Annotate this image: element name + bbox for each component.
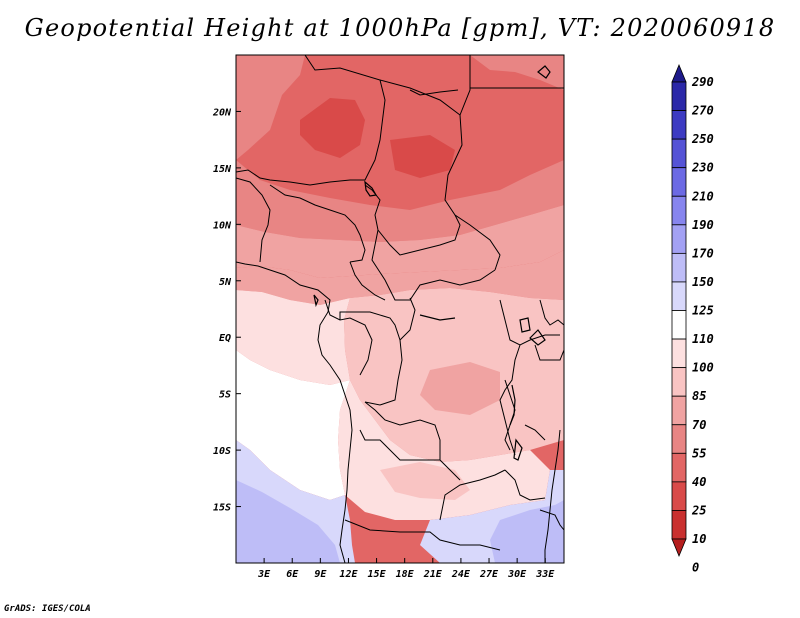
colorbar-label: 10 [692,532,706,546]
colorbar-swatch [671,310,687,340]
colorbar-swatch [671,452,687,483]
lon-tick-label: 6E [286,569,299,580]
latitude-axis: 20N 15N 10N 5N EQ 5S 10S 15S [212,107,241,514]
colorbar-label: 0 [692,561,699,575]
colorbar-swatch [671,63,687,83]
colorbar-swatch [671,481,687,511]
colorbar-label: 170 [692,246,714,260]
colorbar-label: 125 [692,304,714,318]
colorbar-swatch [671,167,687,197]
lat-tick-label: 10S [213,446,231,457]
colorbar-label: 150 [692,275,714,289]
lon-tick-label: 12E [339,569,358,580]
region-congo-core [420,362,500,415]
lon-tick-label: 24E [451,569,471,580]
colorbar-label: 40 [692,475,706,489]
colorbar-label: 85 [692,389,706,403]
lakes [313,65,551,461]
colorbar-swatch [671,367,687,397]
plot-frame [235,54,565,564]
lon-tick-label: 33E [535,569,555,580]
region-central-belt [236,250,564,305]
lat-tick-label: 5S [219,390,231,401]
colorbar-label: 100 [692,361,714,375]
colorbar-label: 250 [691,132,714,146]
colorbar-swatch [671,252,687,283]
region-southwest-ocean [236,480,340,563]
map-title: Geopotential Height at 1000hPa [gpm], VT… [24,14,776,42]
colorbar-swatch [671,224,687,254]
lon-tick-label: 21E [423,569,443,580]
colorbar: 2902702502302101901701501251101008570554… [671,63,714,575]
colorbar-swatch [671,110,687,140]
lat-tick-label: 5N [219,277,232,288]
colorbar-label: 230 [691,161,714,175]
region-west-africa-coast [236,205,564,278]
colorbar-label: 55 [692,446,706,460]
colorbar-swatch [671,510,687,540]
colorbar-swatch [671,395,687,426]
colorbar-label: 25 [691,503,706,517]
lon-tick-label: 9E [314,569,327,580]
colorbar-swatch [671,538,687,558]
colorbar-swatch [671,138,687,169]
colorbar-label: 290 [691,75,714,89]
colorbar-swatch [671,281,687,311]
lon-tick-label: 15E [368,569,387,580]
lat-tick-label: 15S [213,503,231,514]
colorbar-swatch [671,195,687,226]
lat-tick-label: EQ [219,333,231,344]
region-east [520,370,564,445]
region-northeast [470,55,564,90]
region-max-core-2 [390,135,455,178]
region-atlantic [236,350,350,500]
colorbar-label: 110 [692,332,714,346]
colorbar-swatch [671,81,687,111]
colorbar-label: 270 [691,104,714,118]
lon-tick-label: 18E [396,569,415,580]
colorbar-swatch [671,338,687,369]
plot-area: 3E 6E 9E 12E 15E 18E 21E 24E 27E 30E 33E 20N 15N 10N… [212,54,565,580]
region-central-north [236,160,564,242]
lon-tick-label: 30E [507,569,527,580]
region-zambia [380,462,470,500]
longitude-axis: 3E 6E 9E 12E 15E 18E 21E 24E 27E 30E 33E [257,558,555,580]
colorbar-label: 190 [692,218,714,232]
lat-tick-label: 15N [213,164,232,175]
lon-tick-label: 27E [479,569,499,580]
country-borders [236,55,564,563]
region-gabon-coast [236,290,350,385]
colorbar-swatch [671,424,687,454]
shaded-field [236,55,564,563]
colorbar-label: 70 [692,418,706,432]
lon-tick-label: 3E [257,569,271,580]
region-northwest [236,55,305,160]
lat-tick-label: 20N [212,107,232,118]
region-max-core-1 [300,98,365,158]
grads-credit: GrADS: IGES/COLA [4,604,91,614]
colorbar-label: 210 [691,189,714,203]
lat-tick-label: 10N [213,220,232,231]
